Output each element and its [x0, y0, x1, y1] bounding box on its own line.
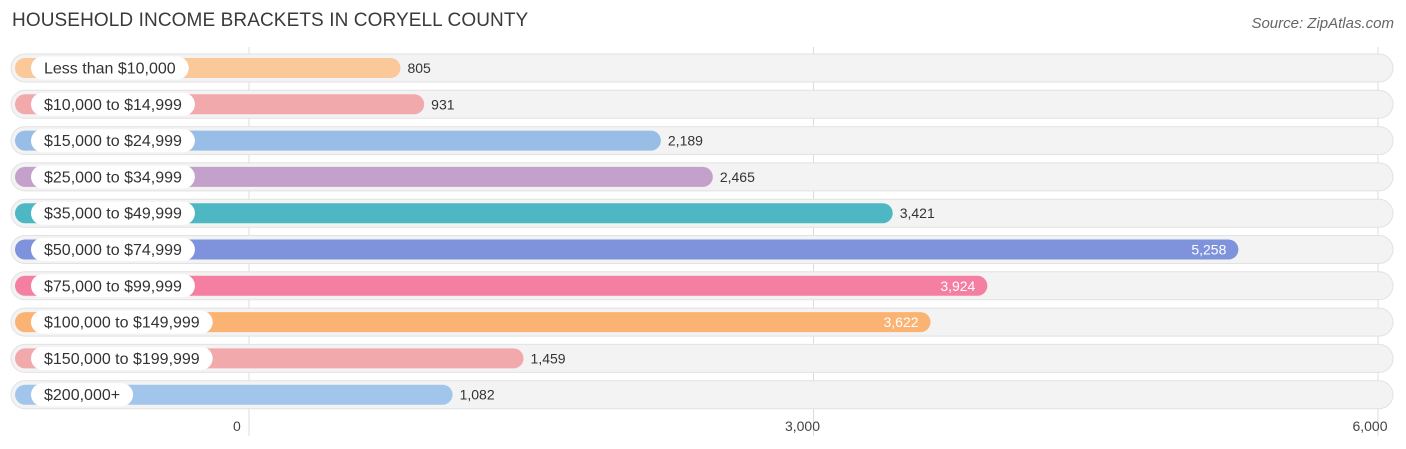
bar	[15, 312, 931, 333]
chart-title: HOUSEHOLD INCOME BRACKETS IN CORYELL COU…	[12, 10, 529, 31]
value-label: 3,622	[883, 314, 918, 330]
value-label: 2,189	[668, 133, 703, 149]
bar-row: $50,000 to $74,999 5,258	[10, 235, 1394, 264]
category-pill	[31, 346, 213, 370]
category-pill	[31, 310, 213, 334]
value-label: 3,924	[940, 278, 975, 294]
category-pill	[31, 274, 195, 298]
bar-row: $35,000 to $49,999 3,421	[10, 198, 1394, 228]
category-pill	[31, 383, 134, 407]
bar-row: $150,000 to $199,999 1,459	[10, 343, 1394, 373]
category-pill	[31, 165, 195, 189]
value-label: 3,421	[900, 205, 935, 221]
bar-row: $200,000+ 1,082	[10, 380, 1394, 410]
category-pill	[31, 238, 195, 261]
category-label: $25,000 to $34,999	[44, 169, 182, 186]
value-label: 931	[431, 96, 455, 112]
bar	[15, 275, 988, 296]
x-tick-label-0: 0	[233, 418, 241, 434]
category-pill	[31, 201, 195, 225]
category-label: $15,000 to $24,999	[44, 133, 182, 150]
category-label: $50,000 to $74,999	[44, 242, 182, 259]
category-label: $75,000 to $99,999	[44, 278, 182, 295]
rows-layer: Less than $10,000 805 $10,000 to $14,999 93…	[10, 53, 1394, 410]
category-label: Less than $10,000	[44, 61, 176, 78]
bar-row: $25,000 to $34,999 2,465	[10, 162, 1394, 192]
bar-row: $15,000 to $24,999 2,189	[10, 126, 1394, 156]
category-pill	[31, 129, 195, 153]
value-label: 1,082	[460, 387, 495, 403]
category-pill	[31, 92, 195, 116]
category-pill	[31, 56, 189, 80]
source-credit: Source: ZipAtlas.com	[1251, 15, 1394, 32]
value-label: 1,459	[531, 350, 566, 366]
category-label: $150,000 to $199,999	[44, 351, 200, 368]
value-label: 2,465	[720, 169, 755, 185]
value-label: 805	[407, 60, 431, 76]
category-label: $10,000 to $14,999	[44, 97, 182, 114]
bar	[15, 239, 1239, 260]
bar	[15, 203, 893, 224]
x-tick-label-1: 3,000	[785, 418, 820, 434]
bar-row: Less than $10,000 805	[10, 53, 1394, 83]
category-label: $100,000 to $149,999	[44, 315, 200, 332]
value-label: 5,258	[1191, 242, 1226, 258]
bar-row: $10,000 to $14,999 931	[10, 89, 1394, 119]
ticks-layer: 0 3,000 6,000	[233, 418, 1388, 434]
bar-row: $100,000 to $149,999 3,622	[10, 307, 1394, 337]
category-label: $35,000 to $49,999	[44, 206, 182, 223]
x-tick-label-2: 6,000	[1352, 418, 1387, 434]
bar-row: $75,000 to $99,999 3,924	[10, 271, 1394, 301]
category-label: $200,000+	[44, 387, 120, 404]
